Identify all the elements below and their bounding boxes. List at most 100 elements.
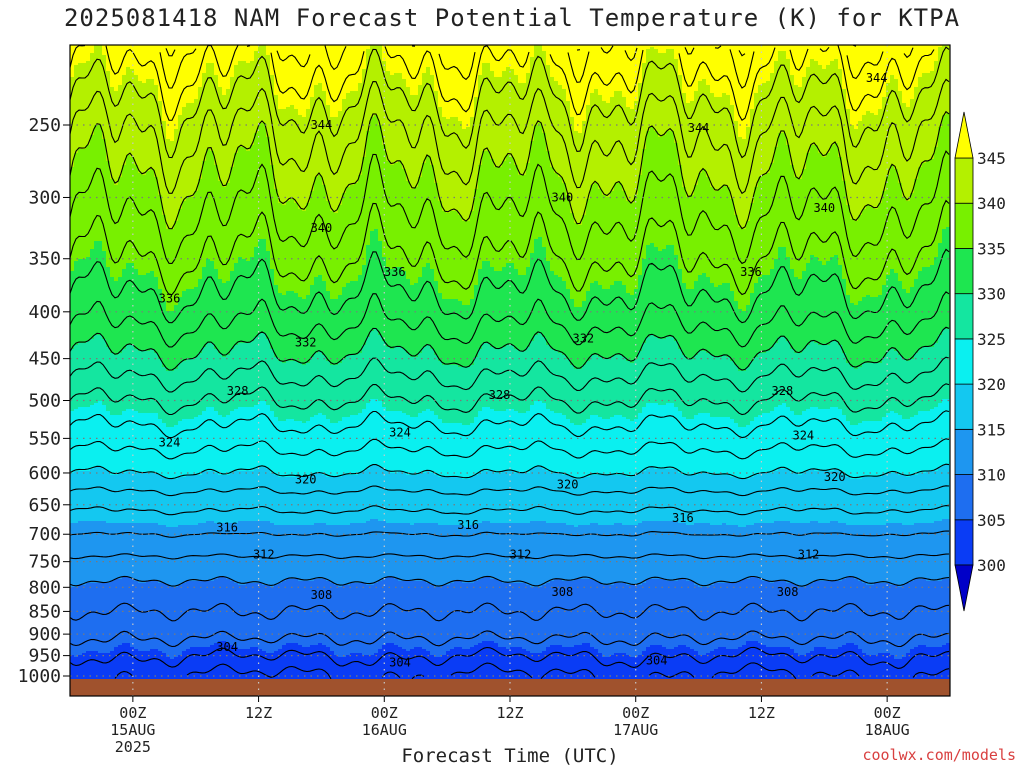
x-axis-label: Forecast Time (UTC) xyxy=(401,745,619,767)
colorbar-segment xyxy=(954,293,974,340)
contour-326 xyxy=(70,383,950,416)
y-tick-label: 400 xyxy=(28,302,61,323)
contour-320 xyxy=(70,463,950,480)
contour-label: 344 xyxy=(311,118,333,132)
x-tick-label: 12Z xyxy=(245,704,272,722)
contour-label: 324 xyxy=(792,428,814,442)
dotted-grid xyxy=(70,45,950,696)
contour-label: 340 xyxy=(552,190,574,204)
colorbar-segment xyxy=(954,519,974,566)
contour-306 xyxy=(70,630,950,648)
chart-title: 2025081418 NAM Forecast Potential Temper… xyxy=(63,4,961,32)
colorbar-label: 330 xyxy=(977,285,1006,304)
colorbar-segment xyxy=(954,428,974,475)
contour-340 xyxy=(70,110,950,230)
colorbar-segment xyxy=(954,248,974,295)
contour-label: 324 xyxy=(159,436,181,450)
contour-label: 332 xyxy=(295,335,317,349)
contour-label: 304 xyxy=(216,640,238,654)
colorbar-segment xyxy=(954,338,974,385)
y-axis: 2503003504004505005506006507007508008509… xyxy=(18,115,70,687)
contour-label: 332 xyxy=(572,332,594,346)
colorbar-label: 315 xyxy=(977,420,1006,439)
colorbar-label: 310 xyxy=(977,466,1006,485)
colorbar-max-arrow xyxy=(954,111,974,159)
contour-label: 340 xyxy=(311,221,333,235)
y-tick-label: 550 xyxy=(28,428,61,449)
x-tick-label: 00Z xyxy=(622,704,649,722)
y-tick-label: 750 xyxy=(28,552,61,573)
x-tick-label: 00Z xyxy=(371,704,398,722)
contour-346 xyxy=(70,45,935,121)
contour-label: 320 xyxy=(824,470,846,484)
x-tick-label: 2025 xyxy=(115,738,151,756)
contour-316 xyxy=(70,505,950,516)
y-tick-label: 950 xyxy=(28,646,61,667)
contour-label: 344 xyxy=(866,71,888,85)
y-tick-label: 300 xyxy=(28,187,61,208)
y-tick-label: 700 xyxy=(28,524,61,545)
y-tick-label: 800 xyxy=(28,577,61,598)
contour-label: 340 xyxy=(813,201,835,215)
site-credit: coolwx.com/models xyxy=(862,746,1016,764)
colorbar-segment xyxy=(954,202,974,249)
contour-label: 320 xyxy=(557,478,579,492)
colorbar-label: 305 xyxy=(977,511,1006,530)
y-tick-label: 600 xyxy=(28,463,61,484)
contour-348 xyxy=(159,45,914,89)
x-tick-label: 00Z xyxy=(119,704,146,722)
colorbar-min-arrow xyxy=(954,564,974,612)
colorbar-segment xyxy=(954,474,974,521)
contour-304 xyxy=(70,646,950,669)
contour-label: 304 xyxy=(646,654,668,668)
contour-label: 312 xyxy=(798,548,820,562)
x-tick-label: 12Z xyxy=(496,704,523,722)
colorbar-label: 345 xyxy=(977,149,1006,168)
contour-label: 328 xyxy=(227,384,249,398)
contour-label: 308 xyxy=(311,588,333,602)
contour-label: 316 xyxy=(672,511,694,525)
x-tick-label: 00Z xyxy=(874,704,901,722)
colorbar-label: 325 xyxy=(977,330,1006,349)
contour-label: 336 xyxy=(384,265,406,279)
y-tick-label: 500 xyxy=(28,391,61,412)
contour-label: 316 xyxy=(457,518,479,532)
contour-312 xyxy=(70,553,950,560)
y-tick-label: 350 xyxy=(28,249,61,270)
colorbar-label: 340 xyxy=(977,194,1006,213)
contour-label: 328 xyxy=(772,384,794,398)
x-tick-label: 18AUG xyxy=(865,721,910,739)
colorbar-label: 300 xyxy=(977,556,1006,575)
contour-308 xyxy=(70,602,950,622)
contour-label: 316 xyxy=(216,520,238,534)
contour-350 xyxy=(165,45,857,57)
contour-label: 312 xyxy=(510,548,532,562)
colorbar-label: 335 xyxy=(977,239,1006,258)
colorbar-segment xyxy=(954,383,974,430)
contour-label: 324 xyxy=(389,426,411,440)
contour-labels: 344 344 344 340 340 340 336 336 336 332 332 328 328 3… xyxy=(159,71,888,669)
contour-342 xyxy=(70,78,950,195)
contour-label: 336 xyxy=(740,265,762,279)
y-tick-label: 900 xyxy=(28,624,61,645)
y-tick-label: 850 xyxy=(28,601,61,622)
contour-332 xyxy=(70,291,950,348)
contour-310 xyxy=(70,575,950,587)
contour-338 xyxy=(70,150,950,265)
y-tick-label: 1000 xyxy=(18,666,61,687)
contour-label: 304 xyxy=(389,655,411,669)
contour-label: 328 xyxy=(489,388,511,402)
x-tick-label: 12Z xyxy=(748,704,775,722)
contour-label: 320 xyxy=(295,473,317,487)
x-tick-label: 17AUG xyxy=(613,721,658,739)
y-tick-label: 650 xyxy=(28,495,61,516)
x-tick-label: 16AUG xyxy=(362,721,407,739)
contour-318 xyxy=(70,485,950,497)
contour-label: 308 xyxy=(777,585,799,599)
ground-surface xyxy=(70,679,950,696)
contour-label: 312 xyxy=(253,548,275,562)
ground-strip xyxy=(70,679,950,696)
colorbar-label: 320 xyxy=(977,375,1006,394)
